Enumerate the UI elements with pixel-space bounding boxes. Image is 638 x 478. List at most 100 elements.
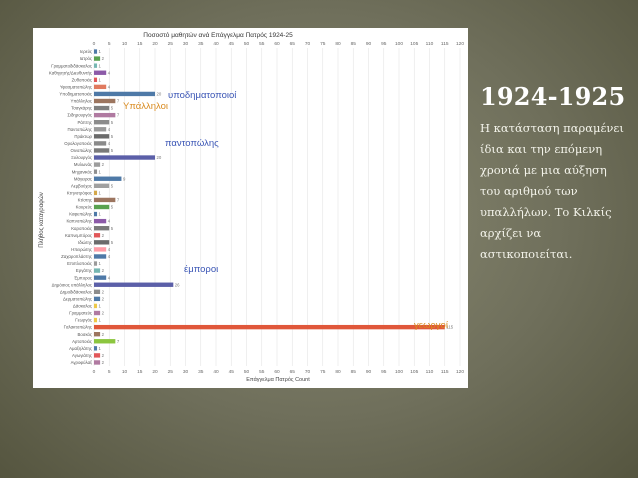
x-tick-bottom: 0 (93, 369, 96, 375)
value-label: 5 (111, 148, 114, 153)
x-tick-bottom: 115 (441, 369, 449, 375)
x-tick-top: 80 (335, 41, 341, 47)
x-tick-top: 40 (213, 41, 219, 47)
value-label: 1 (99, 304, 102, 309)
x-tick-bottom: 60 (274, 369, 280, 375)
x-tick-top: 10 (122, 41, 128, 47)
bar (94, 56, 101, 61)
x-tick-bottom: 30 (183, 369, 189, 375)
value-label: 9 (123, 176, 126, 181)
annotation-employees: Υπάλληλοι (123, 101, 169, 112)
value-label: 20 (157, 155, 162, 160)
value-labels: 1214142075754545202195175145254412426221… (99, 49, 454, 365)
bar (94, 247, 107, 252)
value-label: 1 (99, 346, 102, 351)
bar (94, 169, 98, 174)
value-label: 7 (117, 339, 120, 344)
x-tick-bottom: 20 (152, 369, 158, 375)
category-label: Βοσκός (78, 332, 92, 337)
x-tick-bottom: 55 (259, 369, 265, 375)
x-ticks-top: 0 5 10 15 20 25 30 35 40 45 50 55 60 65 70 75 80 85 90 95 10… (93, 41, 465, 47)
value-label: 7 (117, 99, 120, 104)
x-tick-top: 100 (395, 41, 403, 47)
bar (94, 70, 107, 75)
category-labels: Ιερεύς Ιατρός Γραμματοδιδάσκαλος Καθηγητής/… (49, 49, 93, 365)
x-tick-bottom: 90 (366, 369, 372, 375)
chart-panel: Ποσοστό μαθητών ανά Επάγγελμα Πατρός 192… (33, 28, 468, 388)
bar (94, 240, 110, 245)
category-label: Ορολογοποιός (64, 141, 92, 146)
bar (94, 332, 101, 337)
category-label: Αρτοποιός (72, 339, 92, 344)
grid-lines (93, 48, 461, 366)
x-tick-top: 55 (259, 41, 265, 47)
value-label: 5 (111, 183, 114, 188)
category-label: Υπάλληλος (71, 99, 92, 104)
value-label: 4 (108, 219, 111, 224)
x-tick-bottom: 70 (305, 369, 311, 375)
value-label: 1 (99, 63, 102, 68)
x-tick-bottom: 50 (244, 369, 250, 375)
x-tick-top: 0 (93, 41, 96, 47)
value-label: 1 (99, 261, 102, 266)
category-label: Δημοδιδάσκαλος (60, 289, 92, 294)
bar (94, 98, 116, 104)
category-label: Ηπειρώτης (71, 247, 92, 252)
value-label: 1 (99, 77, 102, 82)
bar (94, 317, 98, 323)
category-label: Καροποιός (71, 226, 92, 231)
value-label: 4 (108, 84, 111, 89)
bar (94, 268, 101, 273)
bar (94, 353, 101, 358)
slide-title: 1924-1925 (480, 82, 626, 111)
bar (94, 254, 107, 259)
x-tick-bottom: 35 (198, 369, 204, 375)
category-label: Γραμματεύς (69, 311, 92, 316)
value-label: 2 (102, 233, 105, 238)
value-label: 5 (111, 226, 114, 231)
bars (94, 49, 445, 365)
x-tick-bottom: 110 (426, 369, 434, 375)
x-tick-top: 35 (198, 41, 204, 47)
x-tick-bottom: 65 (290, 369, 296, 375)
x-tick-top: 70 (305, 41, 311, 47)
value-label: 2 (102, 360, 105, 365)
category-label: Πράκτωρ (74, 134, 92, 139)
bar (94, 77, 98, 82)
value-label: 5 (111, 205, 114, 210)
x-tick-bottom: 80 (335, 369, 341, 375)
category-label: Γεωργός (75, 318, 92, 323)
x-tick-top: 30 (183, 41, 189, 47)
x-tick-bottom: 5 (108, 369, 111, 375)
category-label: Οινοπώλης (70, 148, 92, 153)
category-label: Δερματοπώλης (63, 296, 92, 301)
x-tick-top: 120 (456, 41, 464, 47)
bar (94, 190, 98, 196)
x-tick-top: 105 (410, 41, 418, 47)
x-tick-bottom: 85 (351, 369, 357, 375)
x-tick-top: 15 (137, 41, 143, 47)
value-label: 1 (99, 49, 102, 54)
bar (94, 112, 116, 118)
x-tick-top: 60 (274, 41, 280, 47)
bar (94, 84, 107, 90)
value-label: 115 (446, 325, 453, 330)
value-label: 2 (102, 162, 105, 167)
x-tick-top: 20 (152, 41, 158, 47)
category-label: Καφεπώλης (69, 212, 92, 217)
category-label: Ζυθοποιός (72, 77, 92, 82)
value-label: 2 (102, 311, 105, 316)
x-tick-top: 5 (108, 41, 111, 47)
x-tick-bottom: 25 (168, 369, 174, 375)
bar (94, 296, 101, 302)
x-tick-bottom: 100 (395, 369, 403, 375)
bar (94, 134, 110, 139)
value-label: 4 (108, 247, 111, 252)
value-label: 4 (108, 127, 111, 132)
bar (94, 233, 101, 238)
bar (94, 120, 110, 125)
x-tick-top: 85 (351, 41, 357, 47)
value-label: 7 (117, 113, 120, 118)
x-tick-bottom: 10 (122, 369, 128, 375)
category-label: Παντοπώλης (68, 127, 93, 132)
